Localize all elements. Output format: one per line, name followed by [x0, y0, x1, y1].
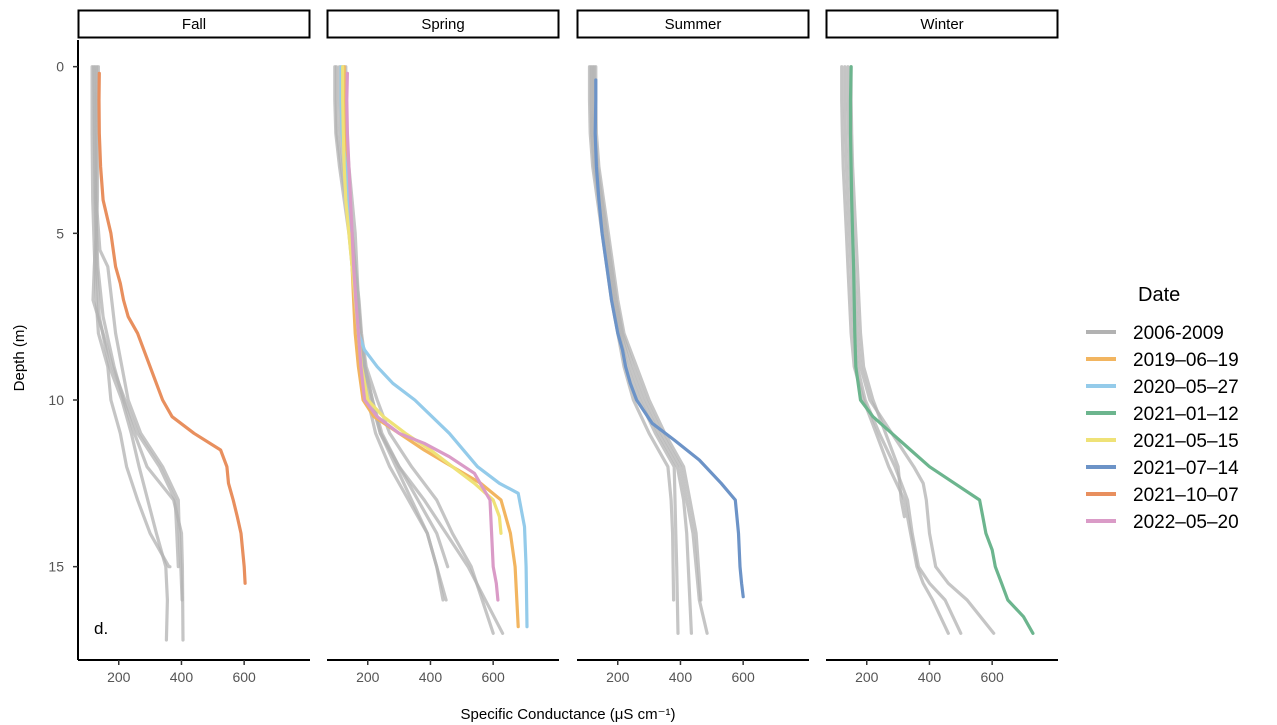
- legend-item: 2021–07–14: [1086, 458, 1239, 479]
- legend-label: 2020–05–27: [1133, 377, 1239, 398]
- x-tick-label: 200: [107, 669, 131, 685]
- legend-label: 2021–07–14: [1133, 458, 1239, 479]
- series-line-2006-2009: [587, 65, 676, 602]
- x-tick-label: 400: [669, 669, 693, 685]
- legend-label: 2021–01–12: [1133, 404, 1239, 425]
- series-line-2006-2009: [589, 65, 680, 635]
- x-tick-label: 400: [918, 669, 942, 685]
- x-tick-label: 200: [356, 669, 380, 685]
- panel-strip: [576, 9, 810, 39]
- legend-item: 2021–10–07: [1086, 485, 1239, 506]
- panel-strip-label: Winter: [920, 16, 963, 33]
- x-tick-label: 600: [481, 669, 505, 685]
- y-axis-title: Depth (m): [11, 325, 28, 392]
- legend-item: 2019–06–19: [1086, 350, 1239, 371]
- panel-spring: Spring 200 400 600: [326, 9, 560, 685]
- panel-strip: [825, 9, 1059, 39]
- series-line-2020–05–27: [339, 65, 529, 629]
- legend-title: Date: [1138, 284, 1180, 306]
- legend-label: 2021–05–15: [1133, 431, 1239, 452]
- legend-item: 2006-2009: [1086, 323, 1224, 344]
- x-tick-label: 200: [606, 669, 630, 685]
- panel-strip: [77, 9, 311, 39]
- legend-label: 2006-2009: [1133, 323, 1224, 344]
- legend-label: 2021–10–07: [1133, 485, 1239, 506]
- legend-label: 2022–05–20: [1133, 512, 1239, 533]
- legend: Date 2006-2009 2019–06–19 2020–05–27 2021–0…: [1086, 284, 1239, 533]
- panel-strip-label: Fall: [182, 16, 206, 33]
- series-line-2006-2009: [594, 65, 703, 602]
- legend-item: 2021–01–12: [1086, 404, 1239, 425]
- x-tick-label: 400: [170, 669, 194, 685]
- panel-strip-label: Spring: [421, 16, 464, 33]
- series-line-2022–05–20: [345, 71, 500, 602]
- y-tick-label: 0: [56, 59, 64, 75]
- legend-item: 2022–05–20: [1086, 512, 1239, 533]
- y-tick-label: 15: [48, 559, 64, 575]
- x-tick-label: 400: [419, 669, 443, 685]
- series-line-2021–10–07: [97, 71, 247, 585]
- x-tick-label: 600: [731, 669, 755, 685]
- panel-fall: Fall 200 400 600 0 5 10 15 d.: [48, 9, 311, 685]
- series-line-2006-2009: [846, 65, 996, 635]
- x-tick-label: 600: [980, 669, 1004, 685]
- series-line-2006-2009: [592, 65, 709, 635]
- x-tick-label: 200: [855, 669, 879, 685]
- legend-item: 2021–05–15: [1086, 431, 1239, 452]
- legend-item: 2020–05–27: [1086, 377, 1239, 398]
- y-tick-label: 5: [56, 225, 64, 241]
- series-line-2006-2009: [90, 65, 172, 569]
- series-line-2006-2009: [91, 65, 180, 569]
- panel-strip-label: Summer: [665, 16, 722, 33]
- panel-strip: [326, 9, 560, 39]
- series-line-2021–01–12: [848, 65, 1035, 635]
- panel-summer: Summer 200 400 600: [576, 9, 810, 685]
- panel-winter: Winter 200 400 600: [825, 9, 1059, 685]
- x-axis-title: Specific Conductance (μS cm⁻¹): [461, 706, 676, 723]
- series-line-2006-2009: [849, 65, 907, 519]
- x-tick-label: 600: [232, 669, 256, 685]
- panel-tag: d.: [94, 619, 108, 638]
- series-line-2021–07–14: [593, 78, 745, 599]
- legend-label: 2019–06–19: [1133, 350, 1239, 371]
- series-line-2021–05–15: [341, 65, 503, 535]
- y-tick-label: 10: [48, 392, 64, 408]
